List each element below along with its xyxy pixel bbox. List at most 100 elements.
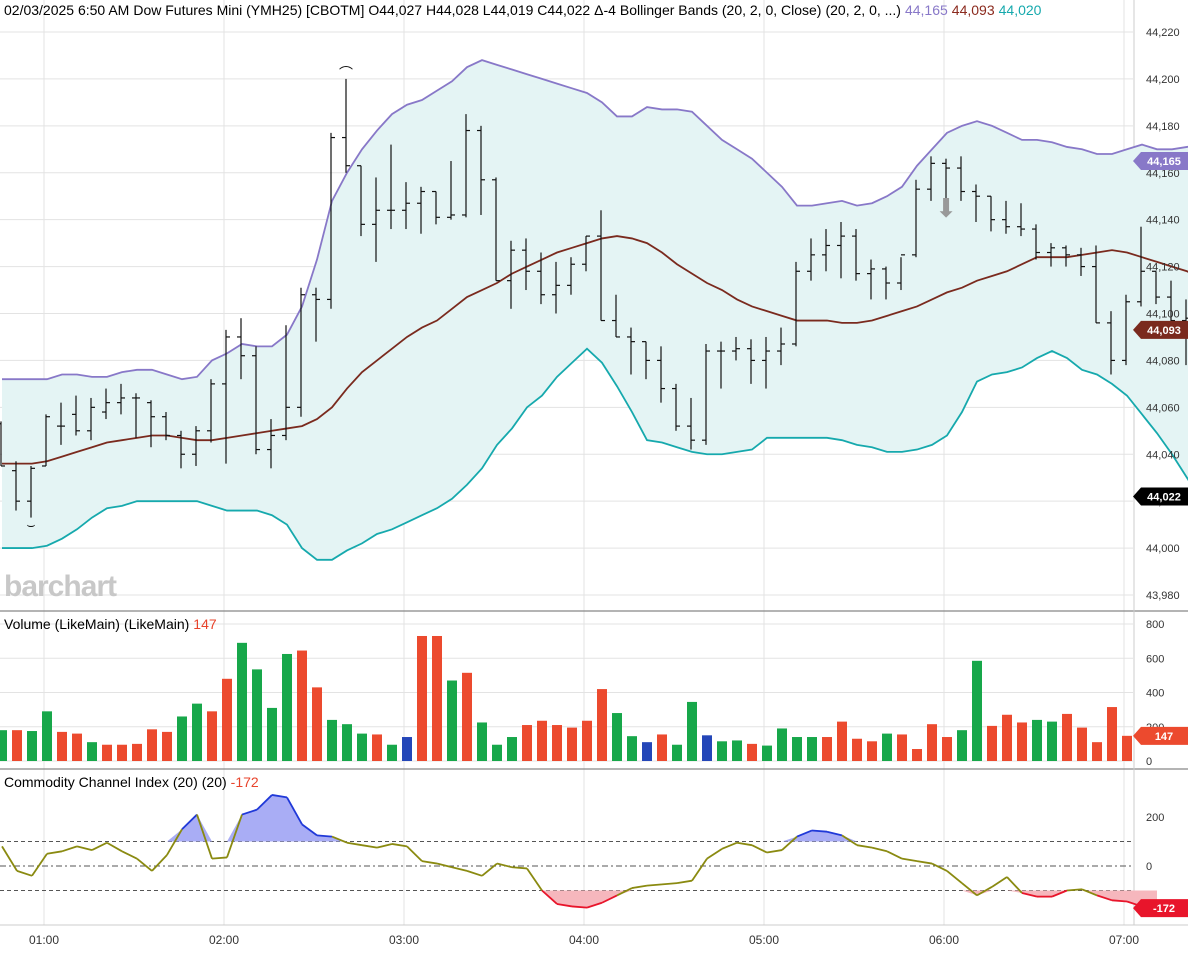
ohlc-bar	[417, 186, 425, 234]
cci-line-segment	[556, 903, 573, 908]
cci-line-segment	[961, 882, 978, 897]
cci-line-segment	[526, 867, 543, 892]
upper-band-line	[2, 59, 1188, 381]
volume-bar	[372, 734, 382, 761]
ohlc-bar	[867, 259, 875, 300]
cci-value-tag-text: -172	[1153, 903, 1175, 915]
ohlc-bar	[507, 240, 515, 309]
cci-line-segment	[421, 860, 438, 865]
cci-oversold-fill	[977, 890, 992, 896]
volume-bar	[912, 749, 922, 761]
cci-line-segment	[151, 854, 168, 872]
cci-line-segment	[856, 844, 873, 849]
ohlc-bar	[207, 379, 215, 443]
volume-bar	[987, 725, 997, 761]
ohlc-bar	[237, 318, 245, 380]
cci-params: (20)	[201, 774, 227, 790]
volume-bar	[327, 719, 337, 761]
cci-oversold-fill	[572, 890, 587, 908]
price-tick-label: 44,100	[1146, 309, 1180, 321]
ohlc-bar	[582, 235, 590, 272]
cci-line-segment	[466, 870, 483, 877]
volume-bar	[807, 737, 817, 761]
cci-line-segment	[331, 835, 348, 844]
ohlc-bar	[162, 412, 170, 441]
volume-bar	[792, 737, 802, 761]
volume-tick-label: 800	[1146, 619, 1164, 631]
close-price-tag: 44,022	[1133, 487, 1188, 506]
cci-line-segment	[226, 814, 243, 858]
cci-value-tag-shape	[1133, 899, 1188, 918]
cci-overbought-fill	[272, 794, 287, 842]
volume-bar	[357, 733, 367, 761]
volume-bar	[297, 650, 307, 761]
volume-bar	[612, 713, 622, 761]
volume-bar	[762, 745, 772, 761]
cci-overbought-fill	[182, 814, 197, 842]
cci-line-segment	[691, 858, 708, 882]
ohlc-bar	[327, 132, 335, 309]
ohlc-bar	[1092, 245, 1100, 324]
volume-bar	[537, 720, 547, 761]
volume-bar	[492, 744, 502, 761]
ohlc-bar	[282, 325, 290, 441]
volume-bar	[1047, 721, 1057, 761]
header-instrument: Dow Futures Mini (YMH25) [CBOTM]	[133, 2, 365, 18]
cci-value: -172	[230, 774, 259, 790]
cci-overbought-fill	[812, 830, 827, 842]
ohlc-bar	[27, 465, 35, 518]
cci-line-segment	[286, 796, 303, 825]
signal-arrow-icon: ⬇	[935, 193, 957, 223]
volume-value-tag: 147	[1133, 726, 1188, 745]
ohlc-bar	[447, 161, 455, 220]
ohlc-bar	[147, 400, 155, 448]
ohlc-bar	[477, 125, 485, 215]
cci-line-segment	[361, 844, 378, 849]
price-tick-label: 44,200	[1146, 74, 1180, 86]
volume-bar	[1062, 713, 1072, 761]
cci-line-segment	[796, 829, 813, 838]
ohlc-bar	[972, 184, 980, 223]
ohlc-bar	[252, 346, 260, 455]
volume-bar	[0, 730, 7, 761]
x-tick-label: 03:00	[389, 933, 419, 947]
ohlc-bar	[897, 254, 905, 291]
volume-value-tag-text: 147	[1155, 731, 1173, 743]
ohlc-bar	[777, 327, 785, 366]
volume-bar	[147, 729, 157, 761]
volume-bar	[897, 734, 907, 761]
volume-bar	[57, 731, 67, 761]
cci-header: Commodity Channel Index (20) (20) -172	[4, 774, 263, 790]
volume-bar	[87, 742, 97, 761]
ohlc-bar	[927, 156, 935, 201]
cci-line-segment	[976, 886, 993, 897]
volume-bar	[867, 741, 877, 761]
cci-line-segment	[886, 850, 903, 860]
price-tick-label: 44,080	[1146, 355, 1180, 367]
cci-oversold-fill	[557, 890, 572, 907]
cci-line-segment	[871, 846, 888, 853]
ohlc-bar	[552, 261, 560, 314]
volume-bar	[1017, 722, 1027, 761]
ohlc-bar	[807, 238, 815, 281]
ohlc-bar	[0, 421, 5, 467]
ohlc-bar	[117, 383, 125, 415]
cci-line-segment	[16, 870, 33, 877]
price-tick-label: 44,060	[1146, 402, 1180, 414]
ohlc-bar	[837, 222, 845, 279]
cci-overbought-fill	[302, 824, 317, 842]
volume-bar	[627, 736, 637, 761]
volume-bar	[282, 653, 292, 761]
volume-bar	[552, 725, 562, 761]
ohlc-bar	[747, 339, 755, 384]
ohlc-bar	[222, 329, 230, 464]
volume-bar	[717, 741, 727, 761]
ohlc-bar	[57, 402, 65, 445]
cci-line-segment	[316, 834, 333, 838]
volume-bar	[687, 701, 697, 761]
cci-oversold-fill	[1007, 890, 1022, 893]
x-tick-label: 01:00	[29, 933, 59, 947]
ohlc-bar	[462, 114, 470, 218]
volume-bar	[402, 737, 412, 761]
cci-line-segment	[1081, 888, 1098, 897]
